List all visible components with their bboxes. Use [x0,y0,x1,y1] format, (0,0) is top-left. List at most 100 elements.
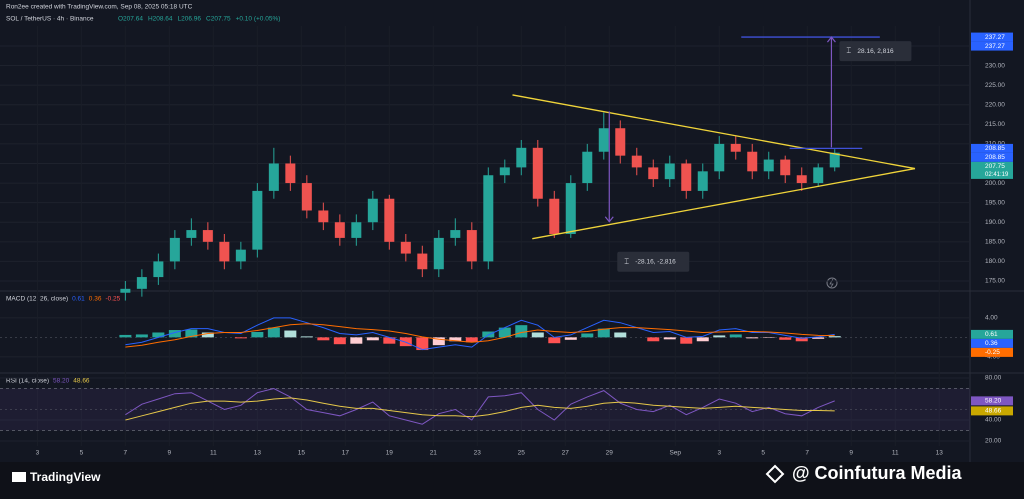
candle-body [450,230,461,238]
footer-band [0,462,1024,499]
price-label: 237.27 [985,34,1005,41]
x-tick-label: 3 [717,450,721,457]
macd-histogram-bar [779,337,792,340]
candle-body [400,241,411,254]
macd-histogram-bar [201,332,214,338]
y-tick-label: 180.00 [985,258,1005,265]
x-tick-label: 27 [562,450,570,457]
measure-label-box [839,41,912,62]
macd-histogram-bar [416,337,429,351]
price-label-box [971,161,1013,179]
macd-histogram-bar [317,337,330,341]
x-tick-label: 5 [761,450,765,457]
y-tick-label: -4.00 [985,354,1000,361]
candle-body [384,198,395,242]
x-tick-label: 3 [36,450,40,457]
y-tick-label: 175.00 [985,278,1005,285]
macd-histogram-bar [581,333,594,338]
candle-body [565,183,576,234]
candle-body [664,163,675,180]
y-tick-label: 190.00 [985,219,1005,226]
measure-icon: ⌶ [846,46,851,55]
price-label: 58.20 [985,398,1002,405]
price-label: 237.27 [985,43,1005,50]
candle-body [219,241,230,262]
y-tick-label: 230.00 [985,62,1005,69]
macd-histogram-bar [284,330,297,338]
price-label: -0.25 [985,349,1000,356]
candle-body [763,159,774,172]
candle-body [681,163,692,191]
credit-logo [765,464,785,484]
y-tick-label: 200.00 [985,180,1005,187]
countdown: 02:41:19 [985,172,1009,178]
replay-icon-bolt [829,278,834,288]
price-label-box [971,338,1013,348]
legend-value: -0.25 [105,296,120,303]
price-label-box [971,406,1013,416]
y-tick-label: 185.00 [985,239,1005,246]
x-tick-label: 9 [168,450,172,457]
replay-icon[interactable] [826,277,838,289]
ohlc-value: +0.10 (+0.05%) [236,16,281,23]
candle-body [169,237,180,262]
macd-histogram-bar [597,328,610,338]
x-tick-label: 7 [124,450,128,457]
measure-icon: ⌶ [624,257,629,266]
ohlc-value: L206.96 [178,16,202,23]
candle-body [285,163,296,184]
macd-histogram-bar [729,334,742,338]
macd-histogram-bar [366,337,379,341]
measure-arrow [826,36,836,43]
y-tick-label: 215.00 [985,121,1005,128]
macd-histogram-bar [746,337,759,339]
macd-histogram-bar [300,336,313,338]
attribution: Ron2ee created with TradingView.com, Sep… [6,4,193,11]
price-label: 0.61 [985,331,998,338]
y-tick-label: 220.00 [985,101,1005,108]
candle-body [648,167,659,180]
x-tick-label: 13 [254,450,262,457]
macd-histogram-bar [350,337,363,344]
candle-body [780,159,791,176]
legend-value: 48.66 [73,378,90,385]
candle-body [499,167,510,176]
macd-histogram-bar [383,337,396,344]
x-tick-label: 29 [606,450,614,457]
macd-histogram-bar [251,332,264,338]
macd-histogram-bar [812,337,825,339]
macd-histogram-bar [267,327,280,338]
macd-histogram-bar [465,337,478,343]
macd-histogram-bar [795,337,808,342]
measure-label: 28.16, 2,816 [857,48,894,55]
candle-body [252,190,263,250]
legend-value: 58.20 [53,378,70,385]
x-tick-label: 9 [849,450,853,457]
macd-histogram-bar [614,332,627,338]
trendline [532,167,916,240]
candle-body [747,151,758,172]
macd-histogram-bar [185,329,198,338]
brand: TradingView [30,470,101,484]
candle-body [532,147,543,199]
candle-body [334,222,345,238]
x-tick-label: 25 [518,450,526,457]
y-tick-label: 40.00 [985,417,1002,424]
candle-body [417,253,428,270]
x-tick-label: 17 [342,450,350,457]
macd-histogram-bar [152,332,165,338]
candle-body [433,237,444,270]
candle-body [697,171,708,191]
price-label: 48.66 [985,408,1002,415]
x-tick-label: 5 [80,450,84,457]
price-label-box [971,41,1013,51]
candle-body [301,183,312,211]
macd-histogram-bar [663,337,676,340]
price-label-box [971,143,1013,153]
candle-body [153,261,164,278]
rsi-title: RSI (14, close) [6,378,49,385]
x-tick-label: Sep [669,450,681,457]
legend-value: 0.61 [72,296,85,303]
ohlc-value: H208.64 [148,16,173,23]
macd-histogram-bar [234,337,247,339]
